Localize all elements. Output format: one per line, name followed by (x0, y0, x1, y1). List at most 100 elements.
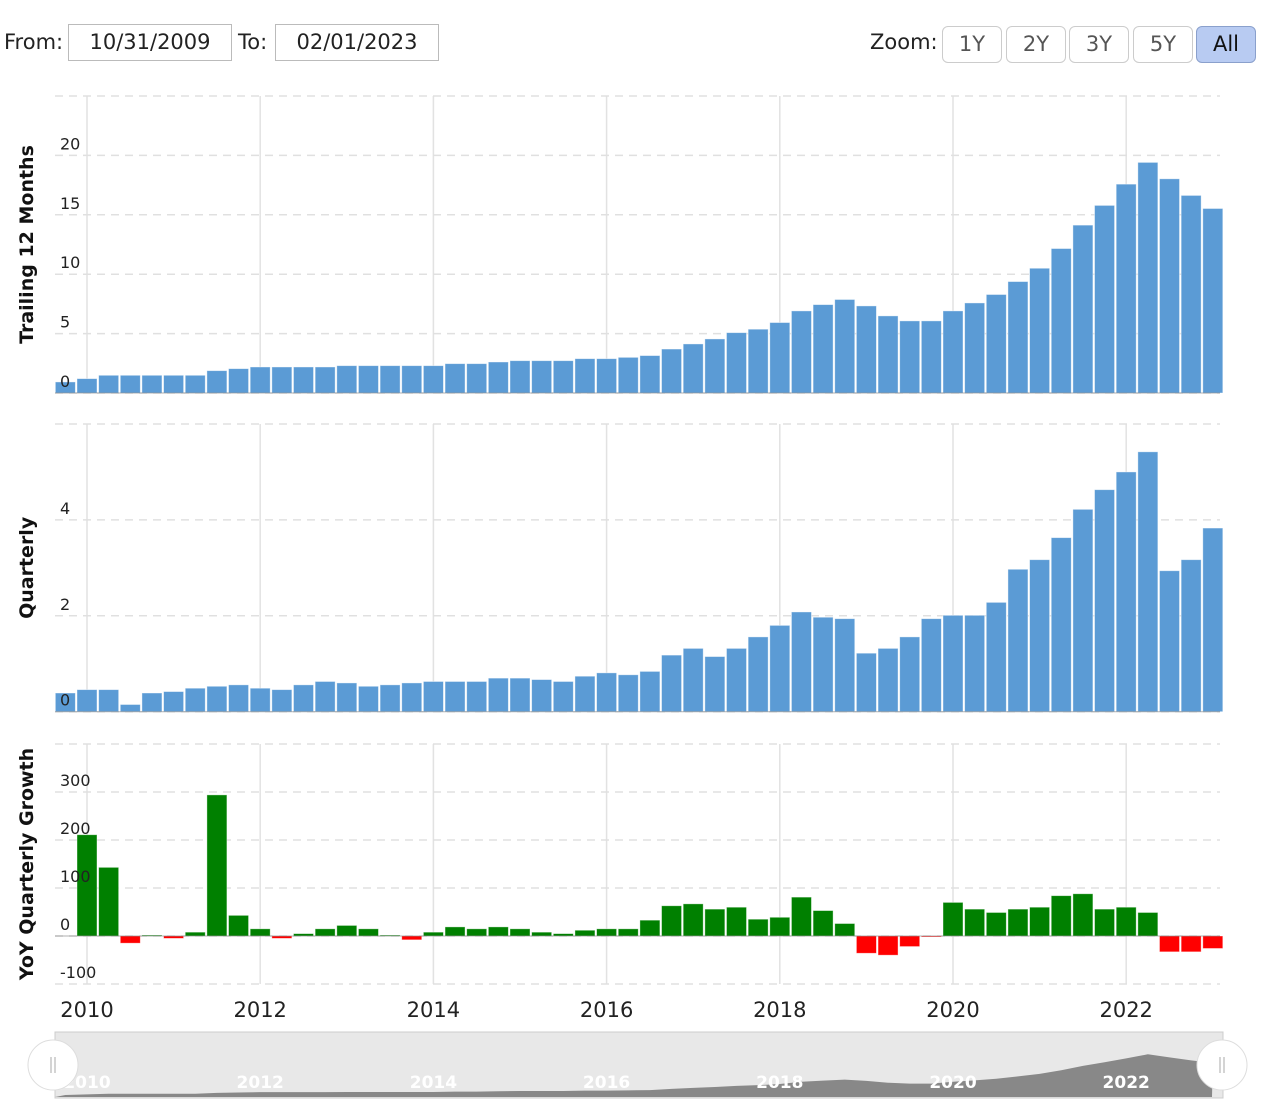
navigator-left-handle[interactable] (27, 1039, 79, 1091)
bar (119, 704, 141, 713)
bar (1094, 205, 1115, 394)
y-tick-label: -100 (60, 963, 96, 982)
bar (466, 681, 488, 713)
bar (574, 675, 596, 713)
bar (552, 360, 574, 394)
bar (942, 310, 964, 394)
bar (1159, 570, 1180, 713)
bar (1072, 508, 1094, 713)
bar (1180, 195, 1202, 394)
zoom-all-button[interactable]: All (1196, 26, 1256, 63)
navigator-tick-label: 2014 (410, 1073, 457, 1093)
bar (1094, 489, 1115, 713)
bar (1050, 248, 1072, 394)
bar (1115, 183, 1137, 394)
bar (444, 681, 466, 713)
bar (1115, 906, 1137, 937)
bar (249, 366, 271, 394)
bar (509, 360, 531, 394)
bar (985, 912, 1007, 937)
from-label: From: (4, 30, 64, 54)
zoom-2y-button[interactable]: 2Y (1006, 26, 1066, 63)
x-tick-label: 2014 (407, 998, 460, 1022)
bar (466, 363, 488, 394)
bar (487, 926, 509, 937)
navigator-tick-label: 2010 (63, 1073, 110, 1093)
navigator-right-handle[interactable] (1196, 1039, 1248, 1091)
bar (812, 616, 834, 713)
bar (422, 931, 444, 937)
bar (163, 374, 185, 394)
bar (639, 355, 661, 394)
x-tick-label: 2022 (1099, 998, 1152, 1022)
bar (163, 691, 185, 713)
bar (726, 906, 747, 937)
to-label: To: (238, 30, 268, 54)
bar (206, 370, 228, 394)
bar (401, 682, 423, 713)
y-tick-label: 200 (60, 819, 91, 838)
bar (249, 687, 271, 713)
zoom-5y-button[interactable]: 5Y (1133, 26, 1193, 63)
bar (856, 652, 877, 713)
bar (1137, 162, 1159, 394)
bar (314, 928, 336, 937)
bar (1007, 908, 1029, 937)
bar (856, 305, 877, 394)
bar (76, 378, 98, 394)
bar (552, 681, 574, 713)
bar (791, 611, 812, 713)
bar (509, 677, 531, 713)
bar (1180, 559, 1202, 713)
bar (1137, 912, 1159, 937)
bar (206, 794, 228, 937)
bar (228, 684, 249, 713)
bar (726, 648, 747, 713)
y-tick-label: 20 (60, 134, 80, 153)
bar (834, 923, 856, 937)
bar (184, 687, 206, 713)
bar (379, 684, 401, 713)
bar (1137, 451, 1159, 713)
bar (747, 918, 769, 937)
bar (314, 681, 336, 713)
bar (206, 685, 228, 713)
bar (336, 925, 358, 937)
to-date-input[interactable]: 02/01/2023 (275, 24, 439, 61)
bar (596, 358, 617, 394)
from-date-input[interactable]: 10/31/2009 (68, 24, 232, 61)
bar (920, 320, 942, 394)
bar (76, 689, 98, 713)
bar (184, 374, 206, 394)
bar (812, 910, 834, 937)
x-tick-label: 2020 (926, 998, 979, 1022)
x-tick-label: 2012 (233, 998, 286, 1022)
bar (1115, 471, 1137, 713)
zoom-1y-button[interactable]: 1Y (942, 26, 1002, 63)
bar (661, 654, 682, 713)
bar (1007, 568, 1029, 713)
y-tick-label: 5 (60, 313, 70, 332)
bar (1050, 537, 1072, 713)
bar (531, 679, 553, 713)
panel-0: 0 5 10 15 20 Trailing 12 Months (16, 95, 1224, 394)
bar (509, 928, 531, 937)
bar (141, 374, 163, 394)
zoom-3y-button[interactable]: 3Y (1069, 26, 1129, 63)
bar (596, 928, 617, 937)
bar (336, 682, 358, 713)
navigator-tick-label: 2016 (583, 1073, 630, 1093)
bar (422, 681, 444, 713)
bar (358, 685, 379, 713)
bar (769, 916, 791, 937)
bar (1029, 267, 1050, 394)
bar (119, 935, 141, 944)
bar (726, 332, 747, 394)
zoom-label: Zoom: (870, 30, 938, 54)
bar (271, 689, 293, 713)
bar (1202, 527, 1224, 713)
bar (769, 624, 791, 713)
bar (834, 618, 856, 713)
bar (228, 368, 249, 394)
